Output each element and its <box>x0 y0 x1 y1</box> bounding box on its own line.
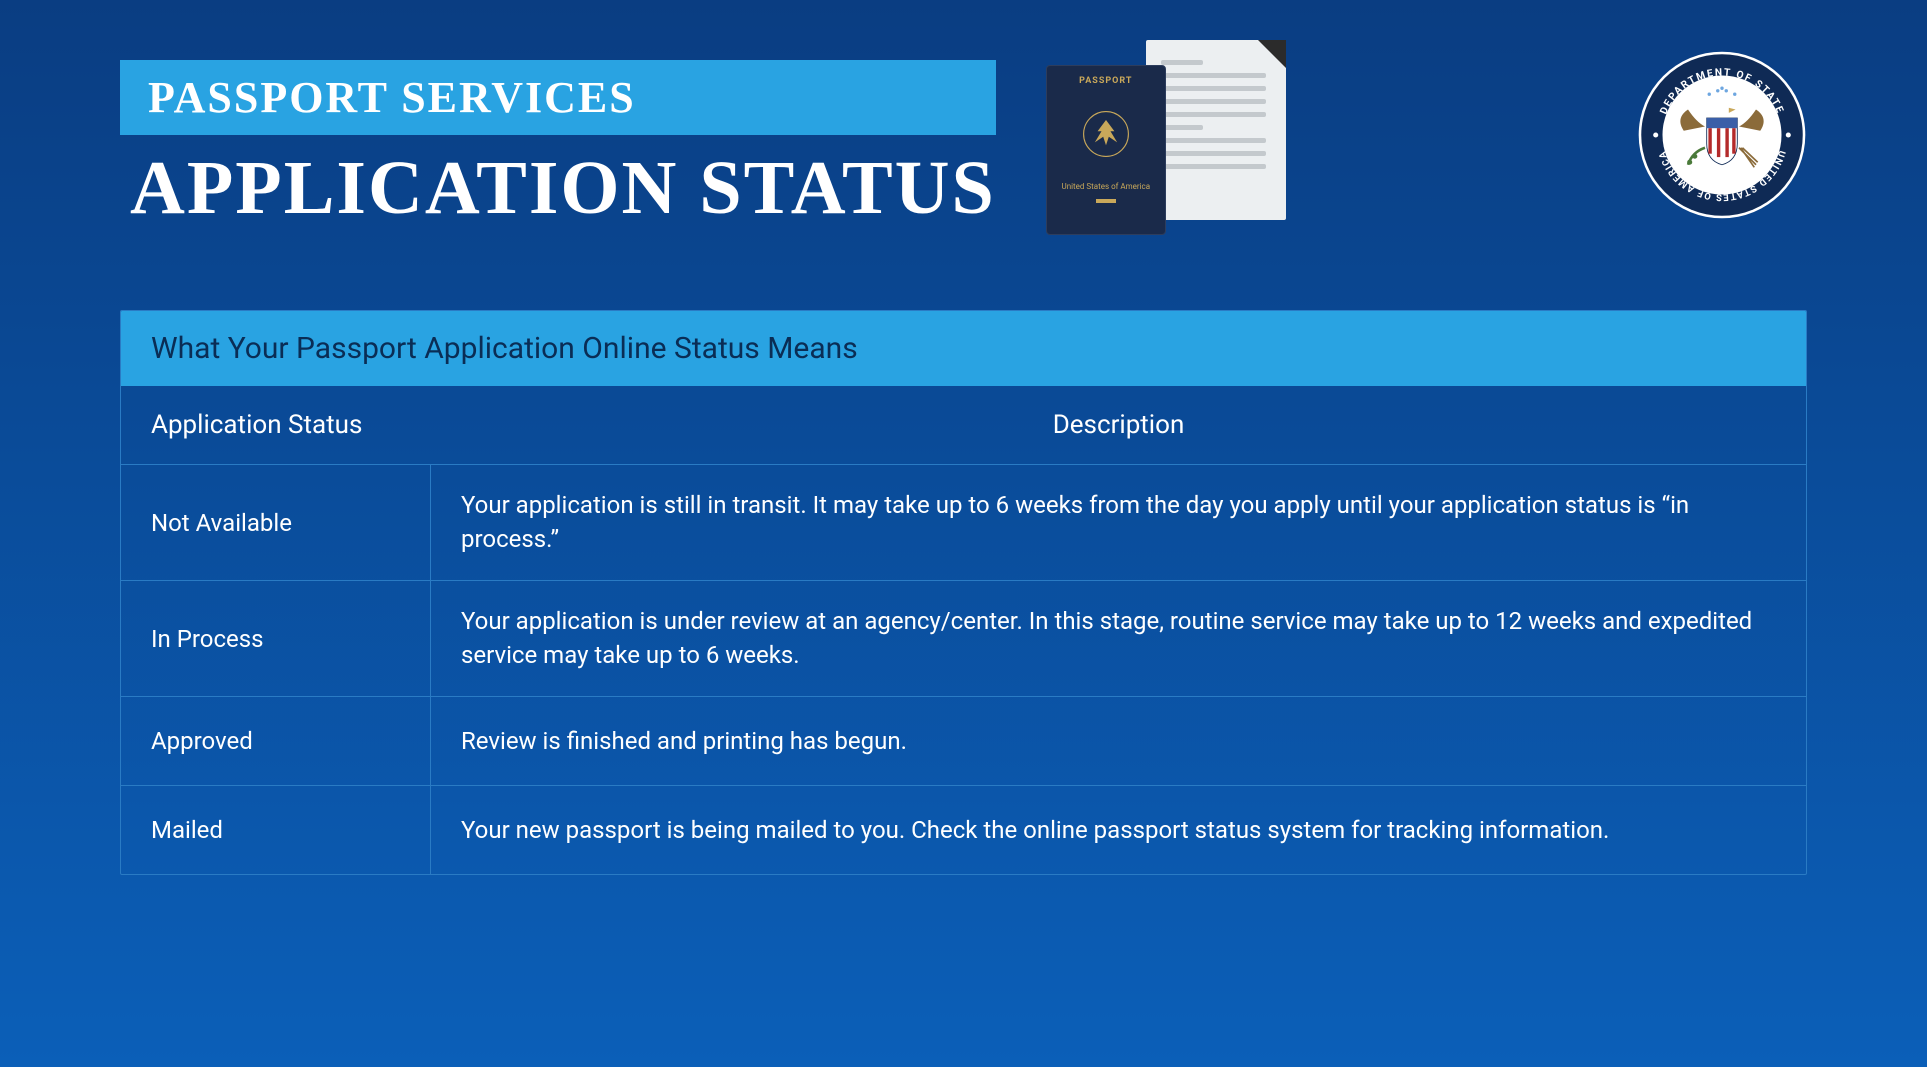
service-badge: PASSPORT SERVICES <box>120 60 996 135</box>
column-header-status: Application Status <box>121 386 431 464</box>
status-table: What Your Passport Application Online St… <box>120 310 1807 875</box>
status-cell: In Process <box>121 581 431 696</box>
passport-book-icon: PASSPORT United States of America <box>1046 65 1166 235</box>
table-title: What Your Passport Application Online St… <box>121 311 1806 386</box>
description-cell: Your new passport is being mailed to you… <box>431 786 1806 874</box>
column-header-description: Description <box>431 386 1806 464</box>
header: PASSPORT SERVICES APPLICATION STATUS <box>120 60 1807 260</box>
description-cell: Your application is still in transit. It… <box>431 465 1806 580</box>
state-department-seal-icon: DEPARTMENT OF STATE UNITED STATES OF AME… <box>1637 50 1807 220</box>
table-row: Not Available Your application is still … <box>121 465 1806 581</box>
passport-document-icon: PASSPORT United States of America <box>1036 40 1296 260</box>
table-column-headers: Application Status Description <box>121 386 1806 465</box>
page-title: APPLICATION STATUS <box>130 145 996 232</box>
status-cell: Not Available <box>121 465 431 580</box>
status-cell: Approved <box>121 697 431 785</box>
status-cell: Mailed <box>121 786 431 874</box>
title-section: PASSPORT SERVICES APPLICATION STATUS <box>120 60 1296 260</box>
description-cell: Review is finished and printing has begu… <box>431 697 1806 785</box>
eagle-crest-icon <box>1078 106 1134 172</box>
table-row: Mailed Your new passport is being mailed… <box>121 786 1806 874</box>
title-block: PASSPORT SERVICES APPLICATION STATUS <box>120 60 996 232</box>
table-row: Approved Review is finished and printing… <box>121 697 1806 786</box>
description-cell: Your application is under review at an a… <box>431 581 1806 696</box>
table-row: In Process Your application is under rev… <box>121 581 1806 697</box>
